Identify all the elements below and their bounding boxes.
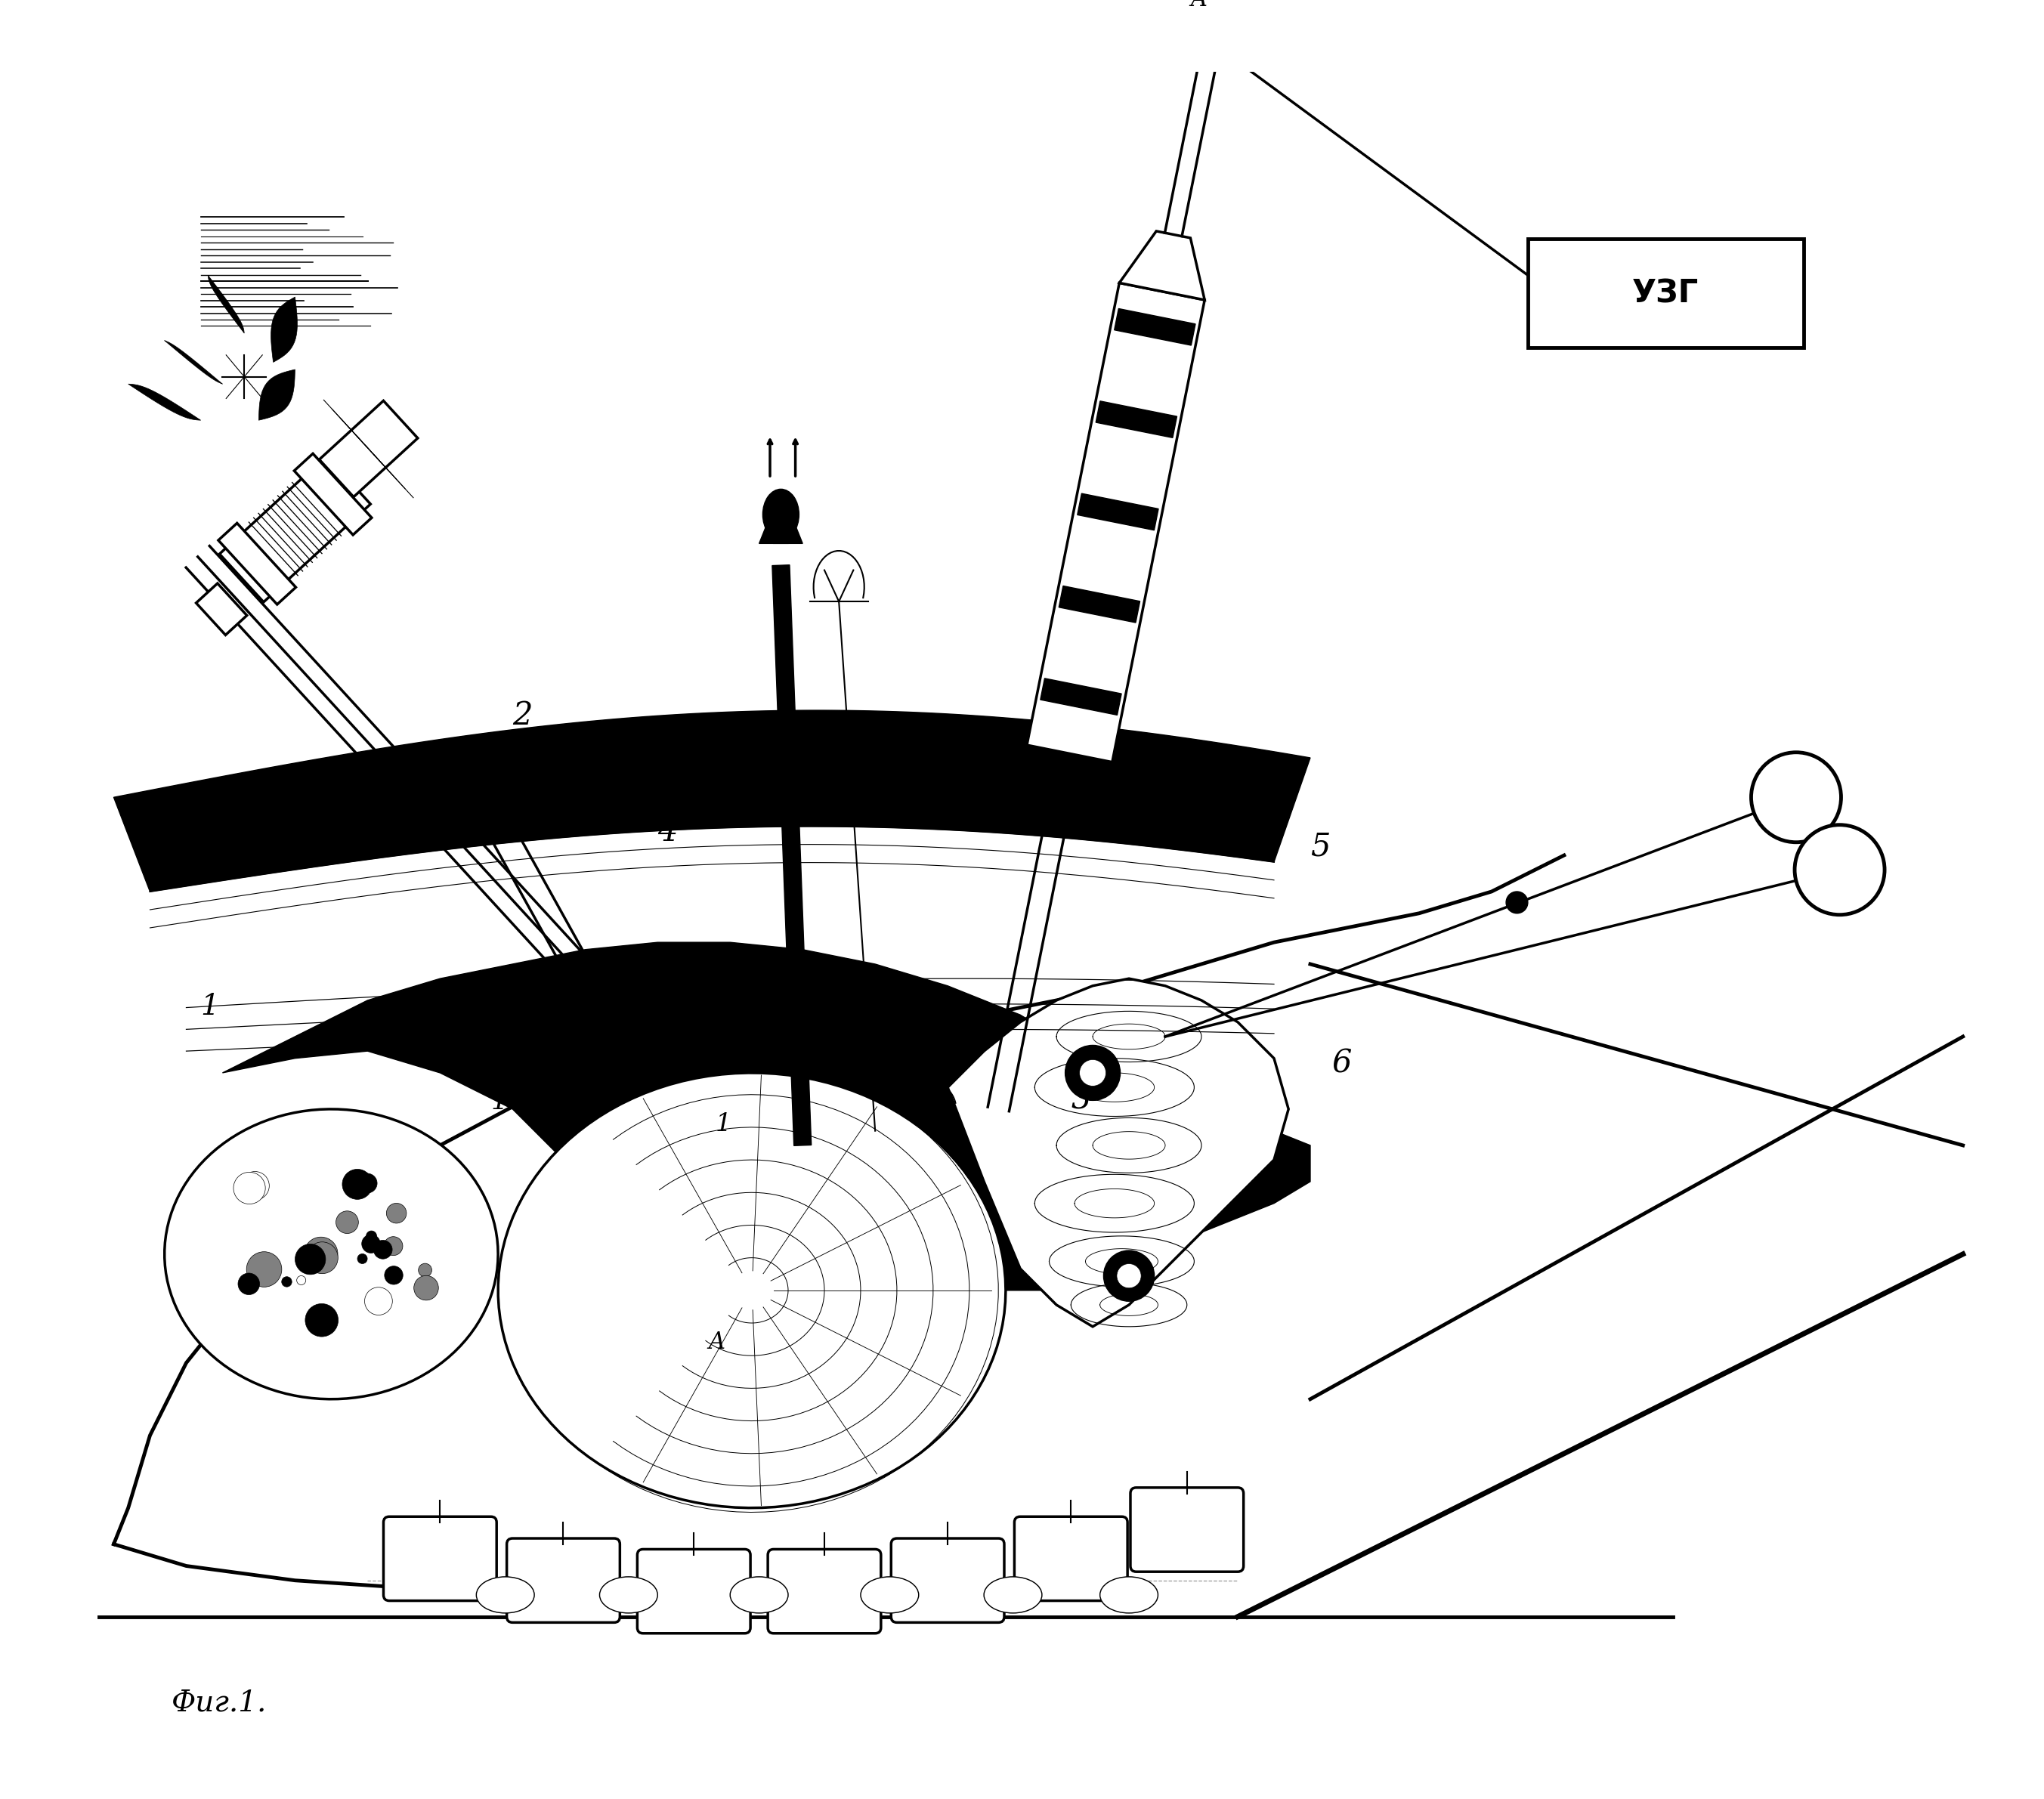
Text: 4: 4 xyxy=(658,817,679,847)
Circle shape xyxy=(305,1238,337,1270)
Ellipse shape xyxy=(730,1576,789,1614)
Circle shape xyxy=(233,1173,266,1204)
FancyBboxPatch shape xyxy=(891,1538,1004,1623)
Circle shape xyxy=(358,1173,378,1193)
Polygon shape xyxy=(208,275,243,333)
Circle shape xyxy=(1795,826,1885,914)
Ellipse shape xyxy=(762,489,799,540)
Circle shape xyxy=(1116,1263,1141,1288)
Polygon shape xyxy=(294,453,372,534)
Polygon shape xyxy=(114,711,1310,892)
Polygon shape xyxy=(219,455,370,603)
Text: 1: 1 xyxy=(715,1112,732,1137)
Polygon shape xyxy=(41,72,2003,1797)
Polygon shape xyxy=(1114,309,1196,345)
Polygon shape xyxy=(164,1110,499,1400)
Circle shape xyxy=(362,1234,380,1254)
Text: A: A xyxy=(1190,0,1206,11)
Polygon shape xyxy=(1026,282,1204,763)
Polygon shape xyxy=(1096,401,1177,437)
Circle shape xyxy=(374,1240,392,1259)
Circle shape xyxy=(294,1243,325,1274)
Circle shape xyxy=(358,1254,368,1263)
FancyBboxPatch shape xyxy=(769,1549,881,1633)
Polygon shape xyxy=(499,1072,1006,1508)
FancyBboxPatch shape xyxy=(1527,239,1803,347)
Polygon shape xyxy=(196,583,247,635)
Circle shape xyxy=(247,1252,282,1286)
Circle shape xyxy=(282,1277,292,1286)
Circle shape xyxy=(307,1263,317,1272)
Text: Фиг.1.: Фиг.1. xyxy=(172,1689,268,1716)
FancyBboxPatch shape xyxy=(384,1517,497,1601)
Polygon shape xyxy=(272,297,296,362)
Polygon shape xyxy=(1059,586,1141,622)
Text: A: A xyxy=(709,1329,726,1353)
Polygon shape xyxy=(260,369,294,421)
Circle shape xyxy=(384,1266,403,1284)
Circle shape xyxy=(386,1204,407,1223)
Circle shape xyxy=(335,1211,358,1234)
Polygon shape xyxy=(223,943,1310,1290)
Circle shape xyxy=(241,1171,270,1200)
Polygon shape xyxy=(948,979,1288,1326)
Ellipse shape xyxy=(476,1576,533,1614)
Text: 2: 2 xyxy=(513,700,533,732)
Polygon shape xyxy=(319,401,417,497)
FancyBboxPatch shape xyxy=(1014,1517,1128,1601)
Circle shape xyxy=(237,1274,260,1295)
Polygon shape xyxy=(164,340,223,383)
Circle shape xyxy=(384,1236,403,1256)
Circle shape xyxy=(1104,1250,1155,1301)
Circle shape xyxy=(296,1275,307,1284)
Circle shape xyxy=(364,1288,392,1315)
Polygon shape xyxy=(219,524,296,604)
Circle shape xyxy=(1079,1060,1106,1087)
Text: 5: 5 xyxy=(1310,831,1331,862)
Circle shape xyxy=(1752,752,1842,842)
Polygon shape xyxy=(129,383,200,421)
Ellipse shape xyxy=(599,1576,658,1614)
Circle shape xyxy=(307,1241,337,1274)
Text: 6: 6 xyxy=(1333,1047,1351,1079)
FancyBboxPatch shape xyxy=(638,1549,750,1633)
Circle shape xyxy=(305,1304,337,1337)
Circle shape xyxy=(366,1231,376,1241)
Polygon shape xyxy=(773,565,811,1146)
Ellipse shape xyxy=(1100,1576,1159,1614)
Circle shape xyxy=(419,1263,431,1277)
Circle shape xyxy=(239,1177,260,1198)
Circle shape xyxy=(341,1169,372,1200)
Circle shape xyxy=(1065,1045,1120,1101)
Circle shape xyxy=(1506,892,1527,914)
FancyBboxPatch shape xyxy=(1130,1488,1243,1572)
Polygon shape xyxy=(1077,493,1159,531)
Circle shape xyxy=(413,1275,439,1301)
Ellipse shape xyxy=(983,1576,1042,1614)
Ellipse shape xyxy=(861,1576,918,1614)
FancyBboxPatch shape xyxy=(507,1538,619,1623)
Text: 1: 1 xyxy=(200,993,219,1020)
Polygon shape xyxy=(771,507,791,543)
Text: 3: 3 xyxy=(1071,1085,1091,1115)
Polygon shape xyxy=(1040,678,1122,714)
Polygon shape xyxy=(1120,230,1204,300)
Text: 1: 1 xyxy=(491,1088,509,1114)
Polygon shape xyxy=(758,525,803,543)
Text: УЗГ: УЗГ xyxy=(1633,277,1699,309)
